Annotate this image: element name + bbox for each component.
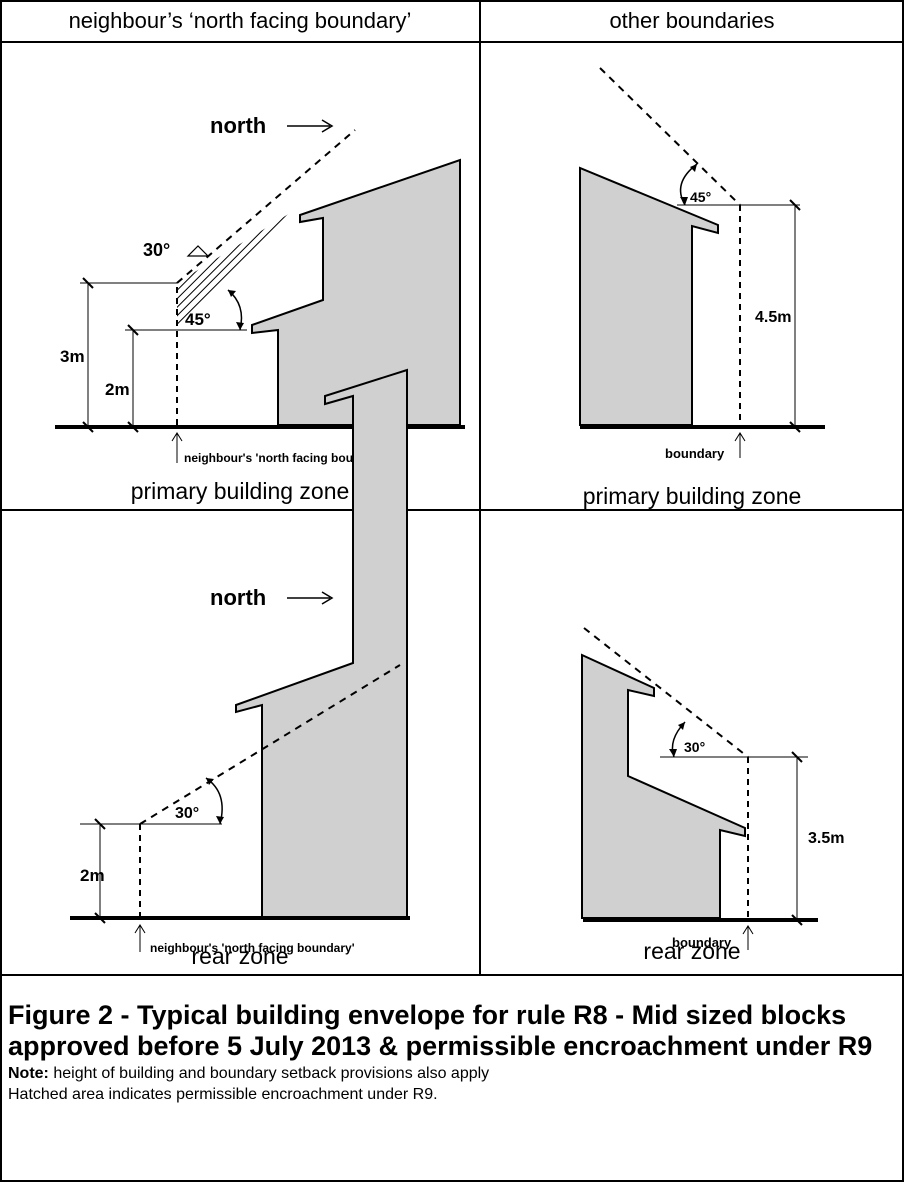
building-top-left	[251, 158, 461, 426]
boundary-label-right: boundary	[665, 446, 725, 461]
height-label-2m: 2m	[105, 380, 130, 399]
height-label-2m-bottom: 2m	[80, 866, 105, 885]
boundary-label: neighbour's 'north facing boundary'	[184, 451, 389, 465]
zone-label-bottom-left: rear zone	[191, 943, 289, 969]
boundary-label-bottom-right: boundary	[672, 935, 732, 950]
hatched-encroachment-area	[177, 205, 303, 330]
note-text: height of building and boundary setback …	[48, 1065, 490, 1082]
caption-title: Figure 2 - Typical building envelope for…	[8, 1000, 873, 1061]
note-label: Note:	[8, 1065, 49, 1082]
angle-label-30: 30°	[143, 240, 170, 260]
header-north-facing: neighbour’s ‘north facing boundary’	[68, 8, 412, 33]
hatch-note: Hatched area indicates permissible encro…	[8, 1086, 438, 1103]
zone-label-top-right: primary building zone	[582, 483, 802, 509]
header-other-boundaries: other boundaries	[609, 8, 775, 33]
north-label-bottom: north	[210, 585, 266, 610]
angle-label-30-bottom: 30°	[175, 805, 199, 822]
zone-label-top-left: primary building zone	[130, 478, 350, 504]
height-label-3-5m: 3.5m	[808, 830, 844, 847]
angle-label-45-right: 45°	[690, 189, 711, 205]
height-label-3m: 3m	[60, 347, 85, 366]
building-bottom-right	[581, 653, 746, 919]
north-label: north	[210, 113, 266, 138]
angle-label-30-right: 30°	[684, 739, 705, 755]
caption-note: Note: height of building and boundary se…	[8, 1064, 888, 1083]
zone-label-bottom-right: rear zone	[643, 938, 741, 964]
angle-label-45: 45°	[185, 310, 211, 329]
triangle-symbol	[186, 245, 210, 257]
figure-caption: Figure 2 - Typical building envelope for…	[8, 1000, 888, 1104]
boundary-label-bottom: neighbour's 'north facing boundary'	[150, 941, 355, 955]
building-bottom-left	[235, 368, 408, 919]
height-label-4-5m: 4.5m	[755, 309, 791, 326]
